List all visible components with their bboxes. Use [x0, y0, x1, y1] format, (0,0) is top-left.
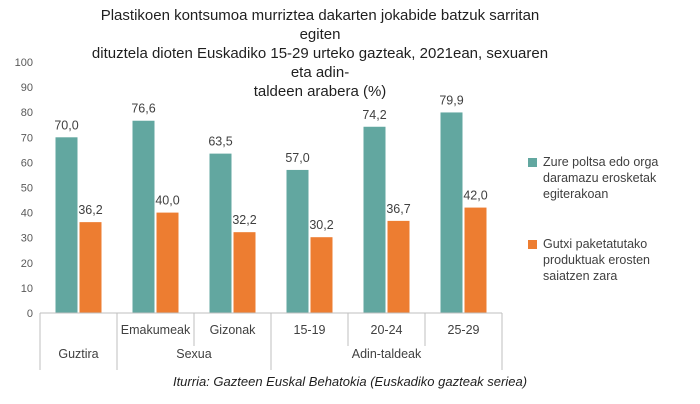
legend-label-series-2: Gutxi paketatutako produktuak erosten sa…: [543, 237, 651, 283]
y-tick-label: 60: [21, 157, 33, 169]
title-line-1: Plastikoen kontsumoa murriztea dakarten …: [100, 7, 540, 43]
x-tick-label: 20-24: [371, 323, 403, 337]
bar-series-2: [464, 207, 487, 313]
title-line-3: taldeen arabera (%): [253, 83, 387, 100]
x-tick-label: Emakumeak: [121, 323, 191, 337]
chart-title: Plastikoen kontsumoa murriztea dakarten …: [90, 6, 550, 101]
data-label: 76,6: [131, 102, 155, 116]
bar-series-1: [440, 112, 463, 314]
data-label: 57,0: [285, 151, 309, 165]
y-tick-label: 0: [27, 308, 33, 320]
bar-series-1: [286, 169, 309, 313]
data-label: 74,2: [362, 108, 386, 122]
x-tick-label: 15-19: [294, 323, 326, 337]
data-label: 63,5: [208, 135, 232, 149]
data-label: 79,9: [439, 93, 463, 107]
legend-item-series-1: Zure poltsa edo orga daramazu erosketak …: [528, 154, 693, 202]
x-tick-label: 25-29: [448, 323, 480, 337]
bar-series-2: [156, 212, 179, 313]
legend-swatch-series-2: [528, 240, 537, 249]
y-tick-label: 50: [21, 183, 33, 195]
bar-series-2: [233, 232, 256, 313]
bar-series-1: [363, 126, 386, 314]
bar-series-2: [79, 222, 102, 313]
data-label: 36,7: [386, 202, 410, 216]
data-label: 70,0: [54, 118, 78, 132]
legend: Zure poltsa edo orga daramazu erosketak …: [528, 154, 693, 284]
x-tick-label: Guztira: [58, 347, 98, 361]
bar-series-2: [387, 220, 410, 313]
data-label: 40,0: [155, 194, 179, 208]
bar-series-1: [55, 137, 78, 313]
y-tick-label: 100: [15, 57, 33, 69]
legend-item-series-2: Gutxi paketatutako produktuak erosten sa…: [528, 236, 693, 284]
title-line-2: dituztela dioten Euskadiko 15-29 urteko …: [91, 45, 549, 81]
x-group-label: Sexua: [176, 347, 211, 361]
data-label: 36,2: [78, 203, 102, 217]
bar-series-2: [310, 237, 333, 313]
y-tick-label: 80: [21, 107, 33, 119]
data-label: 32,2: [232, 213, 256, 227]
bar-series-1: [132, 120, 155, 313]
x-group-label: Adin-taldeak: [352, 347, 422, 361]
data-label: 30,2: [309, 218, 333, 232]
bar-series-1: [209, 153, 232, 313]
legend-swatch-series-1: [528, 158, 537, 167]
y-tick-label: 30: [21, 233, 33, 245]
legend-label-series-1: Zure poltsa edo orga daramazu erosketak …: [543, 155, 659, 201]
y-tick-label: 10: [21, 283, 33, 295]
data-label: 42,0: [463, 189, 487, 203]
y-tick-label: 90: [21, 82, 33, 94]
source-note: Iturria: Gazteen Euskal Behatokia (Euska…: [172, 374, 528, 389]
y-tick-label: 20: [21, 258, 33, 270]
y-tick-label: 40: [21, 208, 33, 220]
y-tick-label: 70: [21, 132, 33, 144]
x-tick-label: Gizonak: [210, 323, 257, 337]
